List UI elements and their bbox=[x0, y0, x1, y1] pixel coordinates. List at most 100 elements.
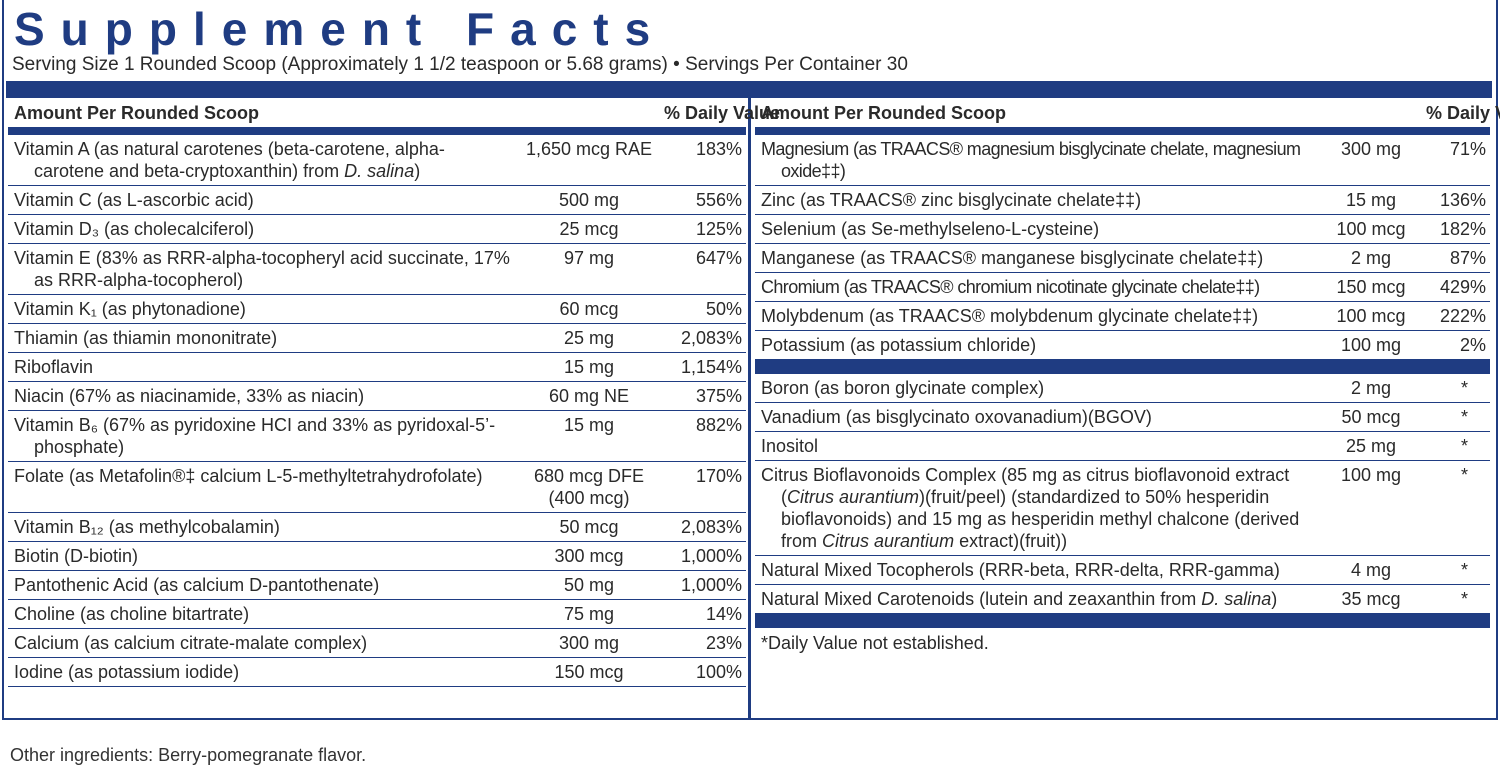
nutrient-name: Natural Mixed Tocopherols (RRR-beta, RRR… bbox=[755, 555, 1320, 585]
name-segment: Citrus Bioflavonoids Complex (85 mg as c… bbox=[761, 465, 1290, 507]
daily-value: 222% bbox=[1420, 301, 1490, 331]
title: Supplement Facts bbox=[14, 3, 667, 55]
nutrient-row: Natural Mixed Carotenoids (lutein and ze… bbox=[755, 584, 1490, 614]
name-segment: Natural Mixed Carotenoids (lutein and ze… bbox=[761, 589, 1202, 609]
nutrient-name: Biotin (D-biotin) bbox=[8, 541, 518, 571]
daily-value: 100% bbox=[658, 657, 746, 687]
nutrient-name: Vitamin A (as natural carotenes (beta-ca… bbox=[8, 131, 518, 186]
nutrient-name: Potassium (as potassium chloride) bbox=[755, 330, 1320, 360]
daily-value: * bbox=[1420, 555, 1490, 585]
amount: 150 mcg bbox=[518, 657, 658, 687]
nutrient-row: Vanadium (as bisglycinato oxovanadium)(B… bbox=[755, 402, 1490, 432]
name-segment: ) bbox=[414, 161, 421, 181]
header-bar bbox=[6, 81, 1492, 98]
nutrient-row: Folate (as Metafolin®‡ calcium L-5-methy… bbox=[8, 461, 746, 513]
amount: 15 mg bbox=[518, 410, 658, 462]
nutrient-row: Vitamin B₆ (67% as pyridoxine HCI and 33… bbox=[8, 410, 746, 462]
amount: 50 mg bbox=[518, 570, 658, 600]
right-facts-table: Amount Per Rounded Scoop % Daily Value M… bbox=[755, 98, 1500, 657]
header-dv: % Daily Value bbox=[658, 98, 780, 135]
nutrient-name: Inositol bbox=[755, 431, 1320, 461]
daily-value: 50% bbox=[658, 294, 746, 324]
other-ingredients: Other ingredients: Berry-pomegranate fla… bbox=[10, 745, 367, 765]
nutrient-row: Iodine (as potassium iodide) 150 mcg 100% bbox=[8, 657, 746, 687]
nutrient-name: Vitamin K₁ (as phytonadione) bbox=[8, 294, 518, 324]
nutrient-row: Selenium (as Se-methylseleno-L-cysteine)… bbox=[755, 214, 1490, 244]
amount: 15 mg bbox=[1320, 185, 1420, 215]
amount: 15 mg bbox=[518, 352, 658, 382]
daily-value: 882% bbox=[658, 410, 746, 462]
amount: 100 mg bbox=[1320, 460, 1420, 556]
daily-value: 71% bbox=[1420, 131, 1490, 186]
daily-value: * bbox=[1420, 374, 1490, 403]
daily-value: 375% bbox=[658, 381, 746, 411]
section-bar bbox=[755, 359, 1490, 374]
nutrient-name: Chromium (as TRAACS® chromium nicotinate… bbox=[755, 272, 1320, 302]
nutrient-row: Vitamin A (as natural carotenes (beta-ca… bbox=[8, 131, 746, 186]
daily-value: * bbox=[1420, 402, 1490, 432]
nutrient-name: Calcium (as calcium citrate-malate compl… bbox=[8, 628, 518, 658]
nutrient-row: Vitamin C (as L-ascorbic acid) 500 mg 556% bbox=[8, 185, 746, 215]
nutrient-row: Citrus Bioflavonoids Complex (85 mg as c… bbox=[755, 460, 1490, 556]
nutrient-row: Manganese (as TRAACS® manganese bisglyci… bbox=[755, 243, 1490, 273]
name-segment: extract)(fruit)) bbox=[954, 531, 1068, 551]
amount: 300 mg bbox=[1320, 131, 1420, 186]
daily-value: 183% bbox=[658, 131, 746, 186]
nutrient-name: Selenium (as Se-methylseleno-L-cysteine) bbox=[755, 214, 1320, 244]
header-row: Amount Per Rounded Scoop % Daily Value bbox=[8, 98, 780, 135]
nutrient-name: Riboflavin bbox=[8, 352, 518, 382]
daily-value: 14% bbox=[658, 599, 746, 629]
nutrient-row: Vitamin K₁ (as phytonadione) 60 mcg 50% bbox=[8, 294, 746, 324]
amount: 680 mcg DFE (400 mcg) bbox=[518, 461, 658, 513]
nutrient-name: Pantothenic Acid (as calcium D-pantothen… bbox=[8, 570, 518, 600]
daily-value: 2,083% bbox=[658, 512, 746, 542]
daily-value: 1,000% bbox=[658, 541, 746, 571]
nutrient-name: Vitamin C (as L-ascorbic acid) bbox=[8, 185, 518, 215]
amount: 35 mcg bbox=[1320, 584, 1420, 614]
amount: 2 mg bbox=[1320, 374, 1420, 403]
nutrient-name: Zinc (as TRAACS® zinc bisglycinate chela… bbox=[755, 185, 1320, 215]
amount: 2 mg bbox=[1320, 243, 1420, 273]
nutrient-name: Choline (as choline bitartrate) bbox=[8, 599, 518, 629]
nutrient-name: Niacin (67% as niacinamide, 33% as niaci… bbox=[8, 381, 518, 411]
amount: 25 mg bbox=[1320, 431, 1420, 461]
nutrient-row: Chromium (as TRAACS® chromium nicotinate… bbox=[755, 272, 1490, 302]
nutrient-name: Vitamin B₁₂ (as methylcobalamin) bbox=[8, 512, 518, 542]
bar-cell bbox=[755, 613, 1490, 628]
nutrient-name: Magnesium (as TRAACS® magnesium bisglyci… bbox=[755, 131, 1320, 186]
nutrient-name: Vitamin E (83% as RRR-alpha-tocopheryl a… bbox=[8, 243, 518, 295]
nutrient-name: Folate (as Metafolin®‡ calcium L-5-methy… bbox=[8, 461, 518, 513]
nutrient-name: Molybdenum (as TRAACS® molybdenum glycin… bbox=[755, 301, 1320, 331]
nutrient-row: Vitamin D₃ (as cholecalciferol) 25 mcg 125… bbox=[8, 214, 746, 244]
daily-value: 182% bbox=[1420, 214, 1490, 244]
serving-info: Serving Size 1 Rounded Scoop (Approximat… bbox=[12, 54, 908, 75]
daily-value: 429% bbox=[1420, 272, 1490, 302]
name-segment: D. salina bbox=[1201, 589, 1272, 609]
amount: 25 mcg bbox=[518, 214, 658, 244]
header-row: Amount Per Rounded Scoop % Daily Value bbox=[755, 98, 1500, 135]
nutrient-row: Choline (as choline bitartrate) 75 mg 14% bbox=[8, 599, 746, 629]
amount: 50 mcg bbox=[518, 512, 658, 542]
nutrient-row: Biotin (D-biotin) 300 mcg 1,000% bbox=[8, 541, 746, 571]
amount: 300 mcg bbox=[518, 541, 658, 571]
header-amount: Amount Per Rounded Scoop bbox=[8, 98, 658, 135]
amount: 97 mg bbox=[518, 243, 658, 295]
daily-value: 2% bbox=[1420, 330, 1490, 360]
daily-value: 136% bbox=[1420, 185, 1490, 215]
nutrient-name: Iodine (as potassium iodide) bbox=[8, 657, 518, 687]
daily-value: 2,083% bbox=[658, 323, 746, 353]
daily-value: 23% bbox=[658, 628, 746, 658]
amount: 50 mcg bbox=[1320, 402, 1420, 432]
daily-value: 556% bbox=[658, 185, 746, 215]
daily-value: 87% bbox=[1420, 243, 1490, 273]
footnote-row: *Daily Value not established. bbox=[755, 628, 1490, 657]
nutrient-name: Natural Mixed Carotenoids (lutein and ze… bbox=[755, 584, 1320, 614]
nutrient-row: Potassium (as potassium chloride) 100 mg 2… bbox=[755, 330, 1490, 360]
nutrient-row: Boron (as boron glycinate complex) 2 mg * bbox=[755, 374, 1490, 403]
amount: 75 mg bbox=[518, 599, 658, 629]
nutrient-row: Niacin (67% as niacinamide, 33% as niaci… bbox=[8, 381, 746, 411]
nutrient-row: Riboflavin 15 mg 1,154% bbox=[8, 352, 746, 382]
label-frame bbox=[2, 0, 1498, 720]
amount: 300 mg bbox=[518, 628, 658, 658]
nutrient-name: Citrus Bioflavonoids Complex (85 mg as c… bbox=[755, 460, 1320, 556]
